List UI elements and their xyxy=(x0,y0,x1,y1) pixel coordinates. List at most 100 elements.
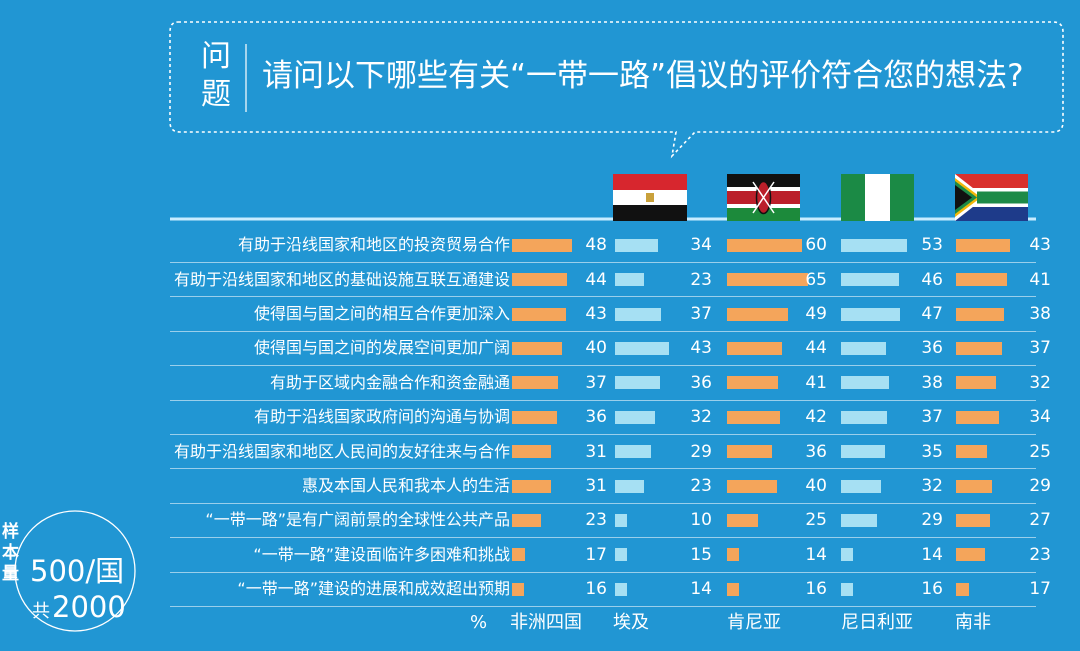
value-label-africa4: 43 xyxy=(585,304,607,324)
bar-africa4 xyxy=(512,238,572,252)
bar-egypt xyxy=(615,445,652,459)
bar-egypt xyxy=(615,479,644,493)
bar-kenya xyxy=(727,479,777,493)
value-label-egypt: 23 xyxy=(690,269,712,290)
value-label-kenya: 41 xyxy=(805,372,827,393)
sample-size-label: 样本量 xyxy=(2,522,19,584)
bar-egypt xyxy=(615,513,627,527)
bar-nigeria xyxy=(841,410,888,424)
row-separator xyxy=(170,571,1036,573)
value-label-nigeria: 53 xyxy=(921,235,943,256)
question-tag: 问题 xyxy=(201,39,231,112)
bar-africa4 xyxy=(512,341,562,355)
value-label-nigeria: 14 xyxy=(921,544,943,565)
bar-nigeria xyxy=(841,548,853,562)
value-label-kenya: 16 xyxy=(805,579,827,600)
value-label-nigeria: 32 xyxy=(921,476,943,496)
value-label-kenya: 14 xyxy=(805,544,827,565)
bar-kenya xyxy=(727,548,739,562)
value-label-kenya: 36 xyxy=(805,441,827,462)
bar-kenya xyxy=(727,307,789,321)
bar-nigeria xyxy=(841,341,886,355)
value-label-africa4: 36 xyxy=(585,407,607,428)
bar-egypt xyxy=(615,376,660,390)
value-label-egypt: 36 xyxy=(690,372,712,393)
row-separator xyxy=(170,605,1036,607)
value-label-africa4: 31 xyxy=(585,476,607,496)
bar-nigeria xyxy=(841,238,908,252)
value-label-nigeria: 37 xyxy=(921,407,943,428)
bar-kenya xyxy=(727,410,780,424)
bar-africa4 xyxy=(512,410,557,424)
bar-africa4 xyxy=(512,307,566,321)
bar-africa4 xyxy=(512,479,551,493)
bar-nigeria xyxy=(841,307,900,321)
value-label-kenya: 44 xyxy=(805,338,827,359)
row-separator xyxy=(170,468,1036,470)
bar-egypt xyxy=(615,410,655,424)
kenya-flag xyxy=(727,174,800,221)
value-label-egypt: 29 xyxy=(690,441,712,462)
value-label-nigeria: 46 xyxy=(921,269,943,290)
row-label: 惠及本国人民和我本人的生活 xyxy=(301,476,510,495)
value-label-egypt: 43 xyxy=(690,338,712,359)
value-label-south-africa: 17 xyxy=(1029,579,1051,600)
value-label-nigeria: 36 xyxy=(921,338,943,359)
value-label-south-africa: 32 xyxy=(1029,372,1051,393)
row-label: “一带一路”建设面临许多困难和挑战 xyxy=(253,544,510,564)
bar-south-africa xyxy=(956,410,999,424)
row-label: 有助于沿线国家政府间的沟通与协调 xyxy=(253,407,510,427)
value-label-africa4: 16 xyxy=(585,579,607,600)
value-label-egypt: 34 xyxy=(690,235,712,256)
value-label-egypt: 32 xyxy=(690,407,712,428)
bar-africa4 xyxy=(512,376,559,390)
row-label: 有助于沿线国家和地区的投资贸易合作 xyxy=(237,235,510,255)
footer-col-kenya: 肯尼亚 xyxy=(727,612,781,633)
bar-egypt xyxy=(615,582,627,596)
bar-egypt xyxy=(615,548,627,562)
bar-south-africa xyxy=(956,582,969,596)
value-label-kenya: 40 xyxy=(805,476,827,496)
value-label-south-africa: 37 xyxy=(1029,338,1051,359)
row-label: 有助于沿线国家和地区人民间的友好往来与合作 xyxy=(173,441,510,461)
value-label-egypt: 37 xyxy=(690,304,712,324)
bar-africa4 xyxy=(512,513,541,527)
row-separator xyxy=(170,365,1036,367)
value-label-nigeria: 16 xyxy=(921,579,943,600)
sample-total: 共2000 xyxy=(32,590,126,629)
value-label-kenya: 65 xyxy=(805,269,827,290)
bar-south-africa xyxy=(956,479,993,493)
value-label-south-africa: 38 xyxy=(1029,304,1051,324)
value-label-kenya: 49 xyxy=(805,304,827,324)
footer-unit: % xyxy=(470,612,488,633)
footer-col-africa4: 非洲四国 xyxy=(510,612,582,633)
row-separator xyxy=(170,261,1036,263)
value-label-south-africa: 43 xyxy=(1029,235,1051,256)
bar-south-africa xyxy=(956,341,1003,355)
row-label: 使得国与国之间的发展空间更加广阔 xyxy=(253,338,510,358)
bar-egypt xyxy=(615,307,662,321)
bar-kenya xyxy=(727,582,739,596)
bar-south-africa xyxy=(956,307,1004,321)
row-separator xyxy=(170,296,1036,298)
bar-south-africa xyxy=(956,376,996,390)
row-label: “一带一路”建设的进展和成效超出预期 xyxy=(237,579,510,599)
value-label-egypt: 14 xyxy=(690,579,712,600)
bar-south-africa xyxy=(956,445,988,459)
bar-africa4 xyxy=(512,582,524,596)
value-label-nigeria: 38 xyxy=(921,372,943,393)
value-label-africa4: 17 xyxy=(585,544,607,565)
question-title: 请问以下哪些有关“一带一路”倡议的评价符合您的想法? xyxy=(262,58,1024,94)
nigeria-flag xyxy=(841,174,914,221)
value-label-africa4: 48 xyxy=(585,235,607,256)
sample-total-value: 2000 xyxy=(52,590,126,624)
bar-south-africa xyxy=(956,273,1008,287)
bar-south-africa xyxy=(956,548,985,562)
value-label-africa4: 40 xyxy=(585,338,607,359)
bar-africa4 xyxy=(512,445,551,459)
row-separator xyxy=(170,433,1036,435)
row-separator xyxy=(170,537,1036,539)
value-label-kenya: 25 xyxy=(805,510,827,531)
value-label-africa4: 44 xyxy=(585,269,607,290)
